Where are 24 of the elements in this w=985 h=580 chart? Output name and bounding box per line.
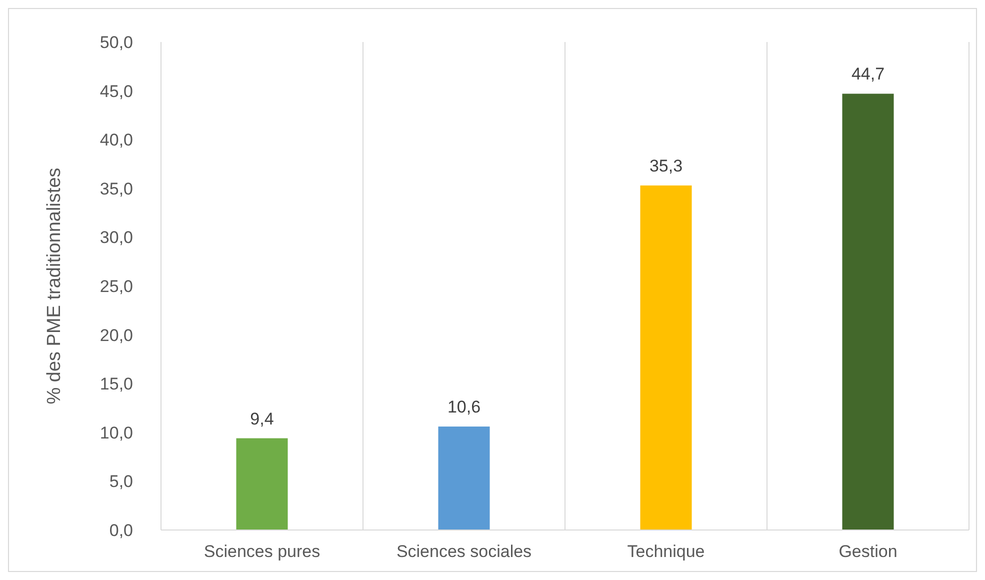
y-tick-label: 25,0 — [100, 276, 133, 296]
y-tick-label: 15,0 — [100, 374, 133, 394]
data-label: 35,3 — [649, 156, 683, 176]
x-tick-label: Technique — [627, 542, 705, 561]
y-tick-label: 50,0 — [100, 32, 133, 52]
y-tick-label: 0,0 — [109, 520, 133, 540]
data-label: 10,6 — [447, 398, 481, 417]
y-tick-label: 20,0 — [100, 326, 133, 345]
y-tick-label: 10,0 — [100, 423, 133, 442]
bar — [640, 185, 692, 530]
y-tick-label: 30,0 — [100, 228, 133, 248]
data-label: 44,7 — [851, 64, 885, 84]
bar — [438, 426, 490, 530]
y-tick-label: 5,0 — [109, 472, 133, 492]
bar — [236, 438, 288, 530]
y-axis-title: % des PME traditionnalistes — [44, 168, 65, 404]
y-tick-label: 40,0 — [100, 130, 133, 150]
y-tick-label: 45,0 — [100, 82, 133, 101]
x-tick-label: Sciences pures — [204, 542, 320, 561]
x-tick-label: Sciences sociales — [396, 542, 532, 561]
y-tick-label: 35,0 — [100, 179, 133, 198]
data-label: 9,4 — [250, 409, 274, 428]
bar — [842, 94, 894, 530]
x-tick-label: Gestion — [838, 542, 898, 561]
